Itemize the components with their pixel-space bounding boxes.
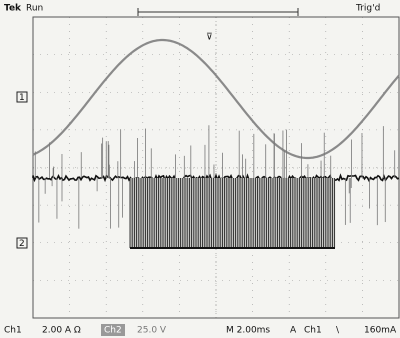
trigger-level: 160mA bbox=[364, 326, 397, 336]
trigger-label: A bbox=[290, 326, 297, 336]
ch2-marker: 2 bbox=[19, 239, 25, 249]
timebase: M 2.00ms bbox=[226, 326, 270, 336]
trigger-status: Trig'd bbox=[355, 4, 380, 14]
ch1-scale: 2.00 A Ω bbox=[42, 326, 81, 336]
trigger-slope: \ bbox=[336, 326, 340, 336]
ch2-label: Ch2 bbox=[104, 326, 122, 336]
ch1-marker: 1 bbox=[19, 93, 25, 103]
graticule bbox=[33, 17, 399, 318]
scope-display: ⊽ Tek Run Trig'd 1 2 Ch1 2.00 A Ω Ch2 25… bbox=[0, 0, 400, 338]
oscilloscope-screen: ⊽ Tek Run Trig'd 1 2 Ch1 2.00 A Ω Ch2 25… bbox=[0, 0, 400, 338]
trigger-position-marker: ⊽ bbox=[206, 33, 213, 43]
run-state: Run bbox=[26, 4, 43, 14]
ch2-scale: 25.0 V bbox=[137, 326, 167, 336]
ch1-label: Ch1 bbox=[4, 326, 22, 336]
brand: Tek bbox=[4, 4, 22, 14]
trigger-source: Ch1 bbox=[304, 326, 322, 336]
